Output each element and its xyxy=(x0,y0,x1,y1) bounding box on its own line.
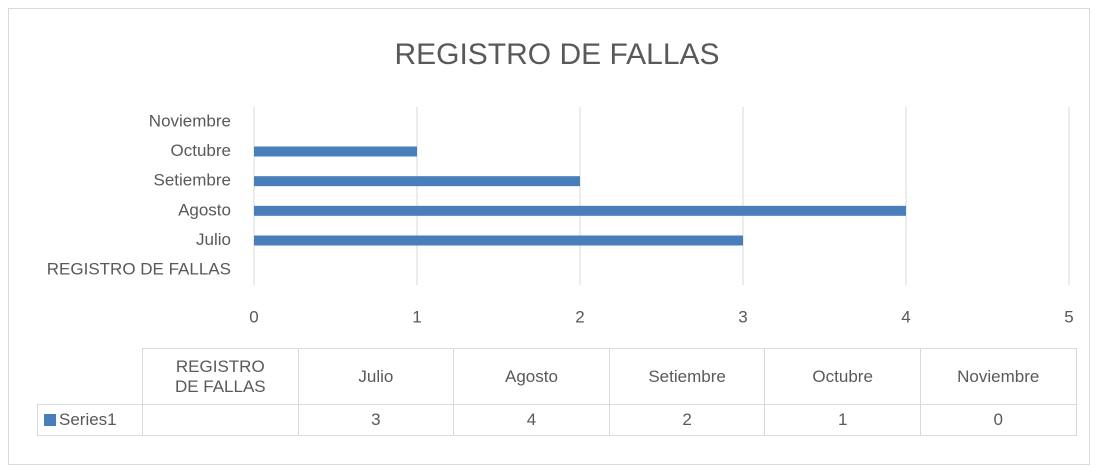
table-header-cell: Agosto xyxy=(453,348,610,405)
bar xyxy=(254,146,417,157)
table-header-row: REGISTRO DE FALLAS Julio Agosto Setiembre Oc… xyxy=(38,348,1077,405)
chart-title: REGISTRO DE FALLAS xyxy=(394,38,719,71)
y-tick-label: Julio xyxy=(196,230,231,249)
table-value-cell xyxy=(142,404,299,436)
table-header-cell: Julio xyxy=(297,348,455,405)
table-data-row: Series1 3 4 2 1 0 xyxy=(37,404,1077,436)
bar xyxy=(254,235,743,246)
table-header-cell: Octubre xyxy=(764,348,921,405)
y-tick-label: Octubre xyxy=(171,141,231,160)
table-value-cell: 2 xyxy=(608,404,766,436)
y-tick-label: Agosto xyxy=(178,200,231,219)
table-value-cell: 4 xyxy=(453,404,610,436)
x-tick-label: 2 xyxy=(575,307,584,326)
x-tick-label: 1 xyxy=(412,307,421,326)
x-tick-label: 5 xyxy=(1064,307,1073,326)
x-tick-label: 0 xyxy=(249,307,258,326)
table-value-cell: 3 xyxy=(297,404,455,436)
data-table: REGISTRO DE FALLAS Julio Agosto Setiembre Oc… xyxy=(37,348,1077,436)
table-value-cell: 1 xyxy=(764,404,921,436)
table-header-cell: Noviembre xyxy=(919,348,1077,405)
y-tick-label: REGISTRO DE FALLAS xyxy=(47,260,231,279)
legend-key xyxy=(44,414,56,426)
table-corner xyxy=(38,349,143,405)
table-header-cell: Setiembre xyxy=(608,348,766,405)
bar xyxy=(254,205,906,216)
table-value-cell: 0 xyxy=(919,404,1077,436)
legend-cell: Series1 xyxy=(37,404,143,436)
table-header-cell: REGISTRO DE FALLAS xyxy=(142,348,299,405)
legend-label: Series1 xyxy=(59,410,117,429)
x-tick-label: 3 xyxy=(738,307,747,326)
y-tick-label: Setiembre xyxy=(154,171,231,190)
x-tick-label: 4 xyxy=(901,307,910,326)
bar xyxy=(254,176,580,187)
y-tick-label: Noviembre xyxy=(149,111,231,130)
